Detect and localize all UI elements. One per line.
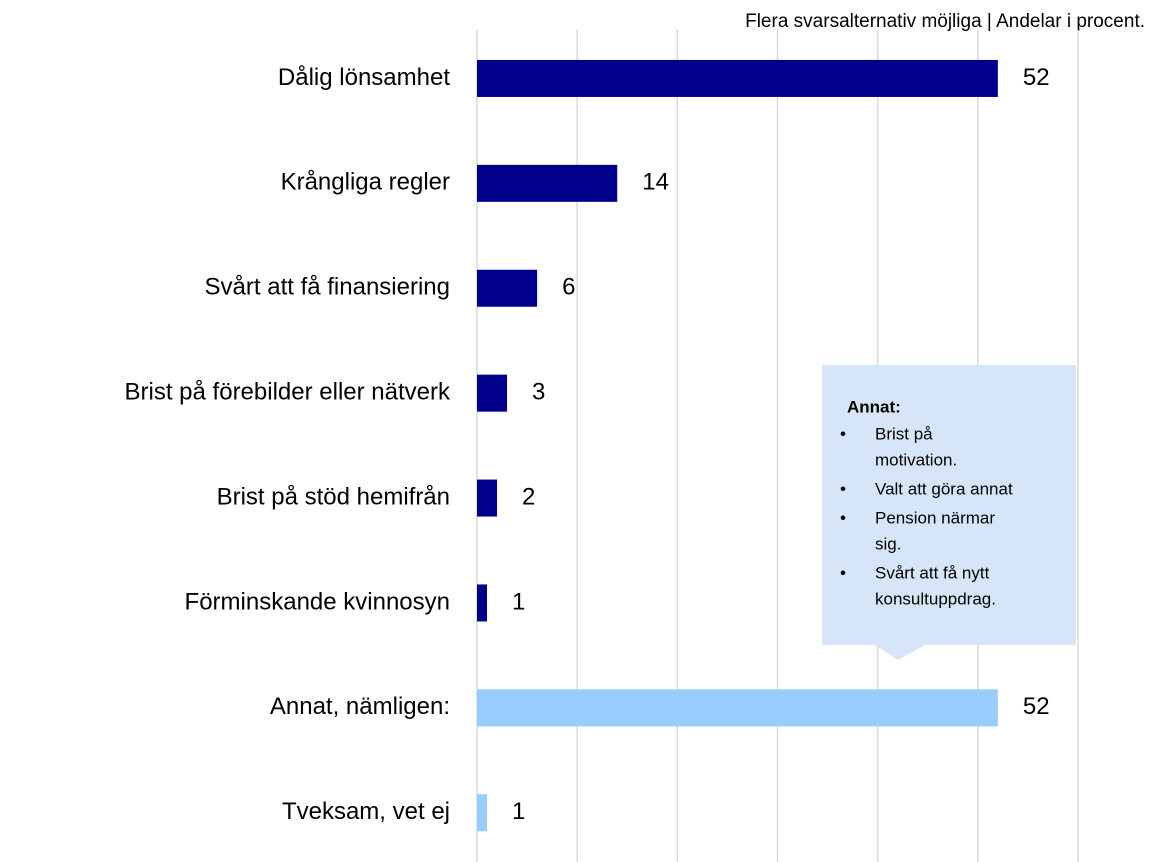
annotation-line: Valt att göra annat bbox=[875, 479, 1013, 498]
bar bbox=[477, 59, 998, 97]
bullet: • bbox=[840, 563, 846, 582]
value-label: 3 bbox=[532, 378, 545, 405]
bullet: • bbox=[840, 424, 846, 443]
category-label: Svårt att få finansiering bbox=[205, 274, 450, 301]
category-label: Brist på förebilder eller nätverk bbox=[125, 378, 451, 405]
category-label: Förminskande kvinnosyn bbox=[185, 588, 450, 615]
annotation-line: motivation. bbox=[875, 450, 957, 469]
value-label: 1 bbox=[512, 798, 525, 825]
category-label: Annat, nämligen: bbox=[270, 693, 450, 720]
bar bbox=[477, 584, 488, 622]
callout-box bbox=[822, 365, 1076, 660]
bullet: • bbox=[840, 479, 846, 498]
value-label: 6 bbox=[562, 274, 575, 301]
bar bbox=[477, 479, 498, 517]
annotation-title: Annat: bbox=[847, 397, 901, 416]
value-label: 14 bbox=[642, 169, 669, 196]
bar bbox=[477, 164, 618, 202]
annotation-line: sig. bbox=[875, 534, 901, 553]
bullet: • bbox=[840, 508, 846, 527]
bar bbox=[477, 374, 508, 412]
annotation-line: Svårt att få nytt bbox=[875, 563, 990, 582]
value-label: 52 bbox=[1023, 64, 1050, 91]
category-label: Krångliga regler bbox=[281, 169, 450, 196]
annotation-line: Brist på bbox=[875, 424, 933, 443]
bar bbox=[477, 794, 488, 832]
category-label: Brist på stöd hemifrån bbox=[217, 483, 450, 510]
category-label: Tveksam, vet ej bbox=[282, 798, 450, 825]
annotation-line: konsultuppdrag. bbox=[875, 589, 996, 608]
annotation-line: Pension närmar bbox=[875, 508, 995, 527]
category-label: Dålig lönsamhet bbox=[278, 64, 450, 91]
chart-subtitle: Flera svarsalternativ möjliga | Andelar … bbox=[745, 11, 1145, 32]
bar bbox=[477, 269, 538, 307]
value-label: 52 bbox=[1023, 693, 1050, 720]
value-label: 2 bbox=[522, 483, 535, 510]
bar bbox=[477, 689, 998, 727]
value-label: 1 bbox=[512, 588, 525, 615]
